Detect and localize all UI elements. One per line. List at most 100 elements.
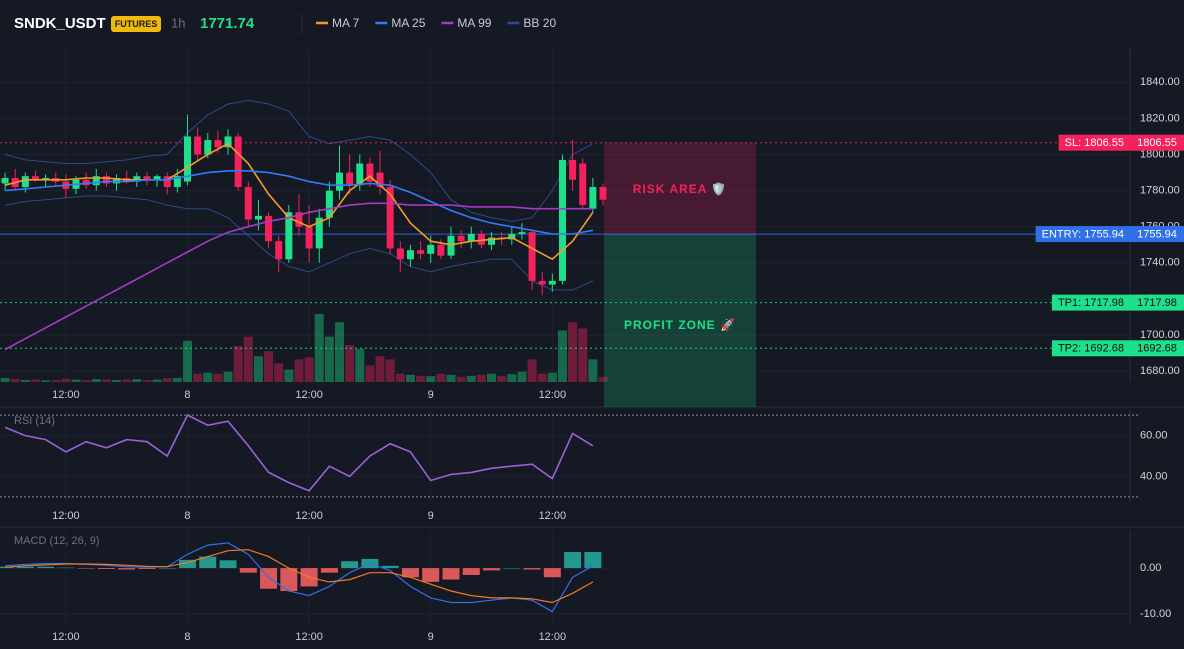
x-tick-label: 9: [428, 389, 434, 401]
volume-bar: [122, 379, 132, 382]
macd-histogram-bar: [442, 568, 460, 580]
volume-bar: [172, 377, 182, 382]
candle-body: [285, 212, 293, 260]
last-price: 1771.74: [200, 15, 255, 32]
level-label-bg: [1051, 340, 1130, 357]
x-tick-label: 8: [184, 631, 190, 643]
volume-bar: [253, 356, 263, 382]
volume-bar: [284, 369, 294, 382]
y-tick-label: -10.00: [1140, 608, 1171, 620]
candle-body: [143, 176, 151, 180]
macd-histogram-bar: [320, 568, 338, 573]
volume-bar: [132, 379, 142, 382]
candle-body: [386, 187, 394, 249]
candle-body: [336, 172, 344, 191]
macd-histogram-bar: [158, 568, 176, 569]
y-tick-label: 40.00: [1140, 470, 1168, 482]
candle-body: [376, 172, 384, 188]
volume-bar: [527, 359, 537, 382]
panel-title: MACD (12, 26, 9): [14, 535, 100, 547]
signal-line: [5, 549, 594, 604]
zone-label: RISK AREA 🛡️: [633, 182, 727, 196]
volume-bar: [304, 357, 314, 382]
x-tick-label: 12:00: [539, 631, 567, 643]
candle-body: [234, 136, 242, 188]
volume-bar: [112, 379, 122, 382]
volume-bar: [335, 322, 345, 382]
badge: FUTURES: [115, 19, 158, 29]
candle-body: [92, 176, 100, 186]
volume-bar: [193, 373, 203, 382]
level-value: 1692.68: [1137, 343, 1177, 355]
candle-body: [82, 179, 90, 186]
volume-bar: [557, 330, 567, 382]
level-value-bg: [1130, 134, 1184, 151]
volume-bar: [223, 371, 233, 382]
volume-bar: [497, 375, 507, 382]
x-tick-label: 12:00: [295, 510, 323, 522]
level-value-bg: [1130, 340, 1184, 357]
macd-histogram-bar: [483, 568, 501, 571]
candle-body: [599, 187, 607, 200]
macd-histogram-bar: [503, 568, 521, 569]
volume-bar: [578, 328, 588, 382]
candle-body: [548, 280, 556, 285]
badge-bg: [111, 16, 161, 32]
volume-bar: [476, 374, 486, 382]
panel-title: RSI (14): [14, 415, 55, 427]
volume-bar: [487, 373, 497, 382]
volume-bar: [436, 373, 446, 382]
candle-body: [305, 226, 313, 249]
volume-bar: [182, 340, 192, 382]
x-tick-label: 9: [428, 631, 434, 643]
volume-bar: [446, 374, 456, 382]
ma-line: [4, 142, 594, 261]
volume-bar: [598, 376, 608, 382]
volume-bar: [243, 336, 253, 382]
candle-body: [356, 163, 364, 186]
macd-histogram-bar: [239, 568, 257, 573]
macd-histogram-bar: [280, 568, 298, 592]
profit-zone: [604, 234, 756, 407]
volume-bar: [365, 365, 375, 382]
volume-bar: [142, 379, 152, 382]
x-tick-label: 9: [428, 510, 434, 522]
candle-body: [437, 244, 445, 256]
y-tick-label: 1680.00: [1140, 365, 1180, 377]
candle-body: [194, 136, 202, 155]
candle-body: [244, 187, 252, 220]
y-tick-label: 1800.00: [1140, 148, 1180, 160]
volume-bar: [30, 379, 40, 382]
macd-histogram-bar: [97, 568, 115, 570]
y-tick-label: 1840.00: [1140, 76, 1180, 88]
candle-body: [173, 176, 181, 188]
macd-histogram-bar: [77, 568, 95, 569]
candle-body: [518, 232, 526, 234]
candle-body: [163, 176, 171, 188]
macd-histogram-bar: [523, 568, 541, 570]
macd-histogram-bar: [178, 559, 196, 569]
candle-body: [254, 215, 262, 220]
macd-histogram-bar: [16, 566, 34, 569]
level-value: 1755.94: [1137, 228, 1177, 240]
volume-bar: [264, 351, 274, 382]
volume-bar: [416, 375, 426, 382]
volume-bar: [537, 373, 547, 382]
volume-bar: [385, 359, 395, 382]
candle-body: [325, 190, 333, 218]
macd-histogram-bar: [138, 568, 156, 570]
candle-body: [569, 159, 577, 180]
bb-lower: [5, 195, 594, 291]
level-label: SL: 1806.55: [1065, 137, 1124, 149]
macd-histogram-bar: [401, 568, 419, 578]
candle-body: [589, 187, 597, 209]
candle-body: [295, 212, 303, 227]
candle-body: [42, 177, 50, 180]
level-value: 1806.55: [1137, 137, 1177, 149]
candle-body: [265, 215, 273, 242]
legend-label: MA 25: [391, 16, 425, 30]
volume-bar: [152, 379, 162, 382]
candle-body: [275, 241, 283, 260]
candle-body: [153, 176, 161, 180]
